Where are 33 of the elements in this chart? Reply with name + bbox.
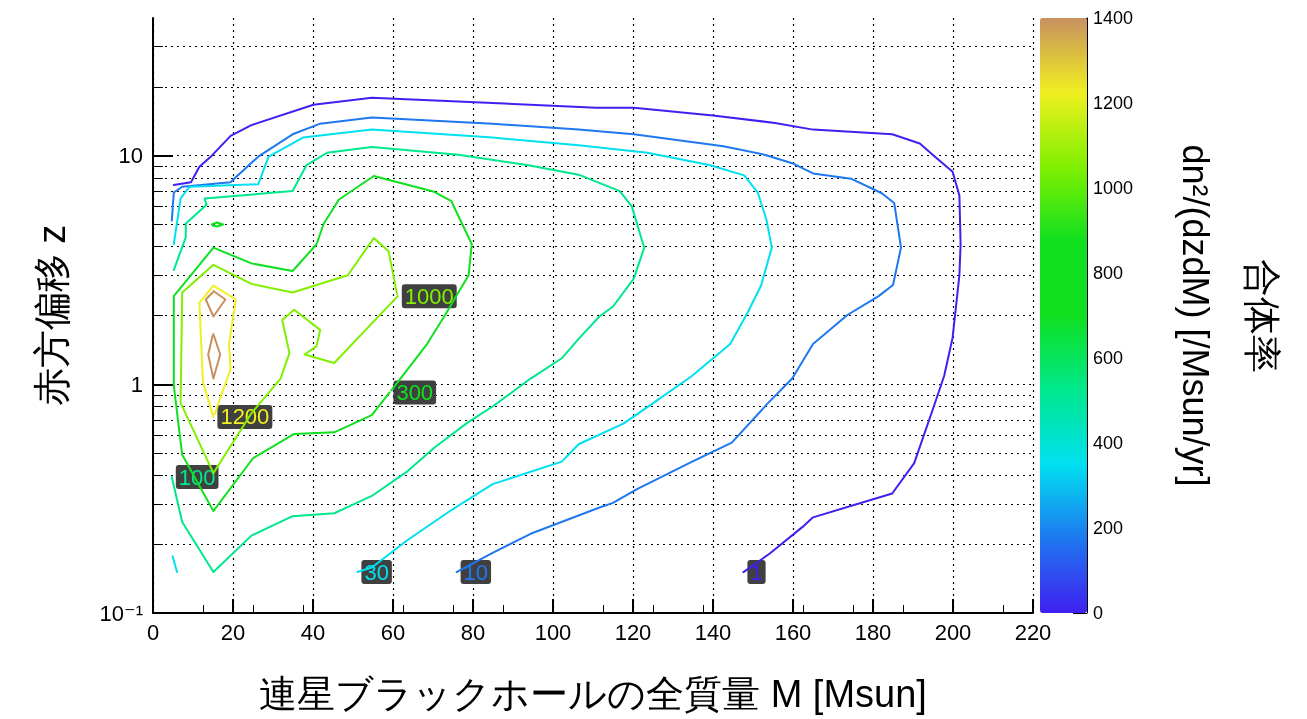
color-bar-label: 1200 bbox=[1093, 93, 1134, 113]
series-label: 1000 bbox=[404, 283, 454, 309]
text: 合体率 bbox=[1241, 259, 1283, 373]
color-bar-label: 800 bbox=[1093, 263, 1124, 283]
series-label: 300 bbox=[396, 380, 434, 406]
x-tick-label: 80 bbox=[460, 619, 486, 645]
x-tick-label: 160 bbox=[774, 619, 812, 645]
y-tick-label: 1 bbox=[130, 371, 143, 397]
x-tick-label: 200 bbox=[934, 619, 972, 645]
color-bar-label: 0 bbox=[1093, 603, 1104, 623]
x-tick-label: 100 bbox=[534, 619, 572, 645]
x-tick-label: 180 bbox=[854, 619, 892, 645]
x-tick-label: 0 bbox=[146, 619, 160, 645]
color-bar-label: 200 bbox=[1093, 518, 1124, 538]
x-tick-label: 60 bbox=[380, 619, 406, 645]
series-label: 1 bbox=[750, 559, 763, 585]
color-bar-label: 1000 bbox=[1093, 178, 1134, 198]
x-tick-label: 120 bbox=[614, 619, 652, 645]
y-axis-title: 赤方偏移 z bbox=[31, 224, 73, 407]
color-bar-title: dn²/(dzdM) [/Msun/yr] bbox=[1174, 144, 1216, 487]
series-label: 10 bbox=[463, 559, 489, 585]
color-bar-label: 1400 bbox=[1093, 8, 1134, 28]
y-tick-label: 10⁻¹ bbox=[99, 600, 143, 626]
x-tick-label: 40 bbox=[300, 619, 326, 645]
series-label: 30 bbox=[364, 559, 389, 585]
x-tick-label: 20 bbox=[220, 619, 246, 645]
x-tick-label: 220 bbox=[1014, 619, 1052, 645]
x-axis-title: 連星ブラックホールの全質量 M [Msun] bbox=[259, 673, 927, 715]
line-series bbox=[172, 174, 473, 513]
color-bar-label: 400 bbox=[1093, 433, 1124, 453]
color-bar-label: 600 bbox=[1093, 348, 1124, 368]
y-tick-label: 10 bbox=[118, 143, 143, 169]
x-tick-label: 140 bbox=[694, 619, 732, 645]
